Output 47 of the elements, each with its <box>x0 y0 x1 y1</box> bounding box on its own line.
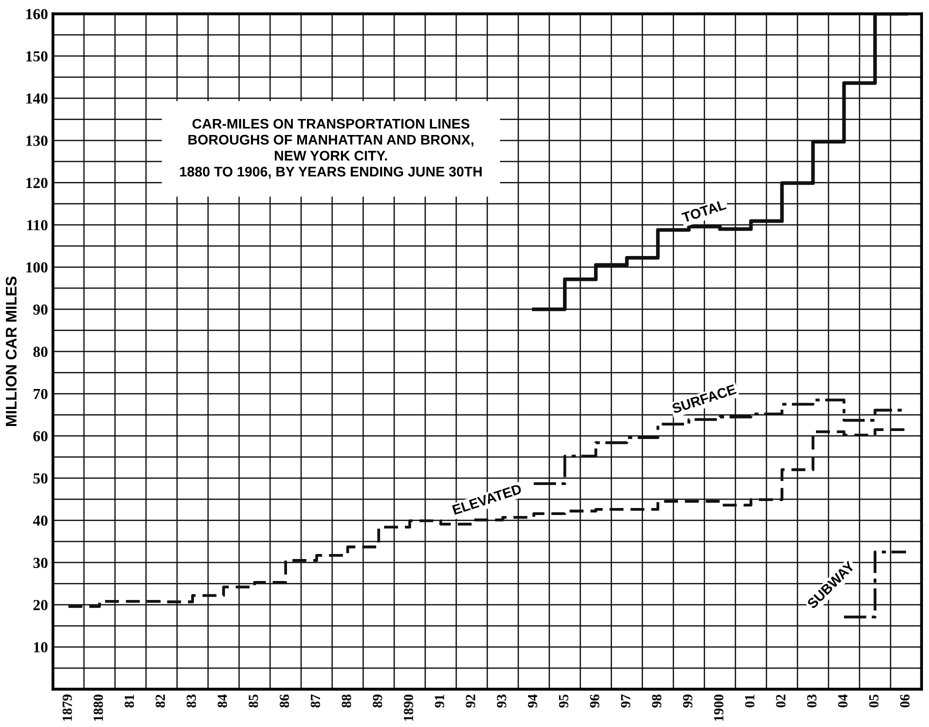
y-tick-label: 50 <box>33 473 48 484</box>
x-tick-label: 03 <box>807 694 816 708</box>
y-tick-label: 120 <box>26 178 48 188</box>
x-tick-label: 1879 <box>62 694 72 721</box>
x-tick-label: 86 <box>280 694 290 708</box>
y-tick-label: 20 <box>33 600 48 610</box>
x-tick-label: 1890 <box>404 694 414 721</box>
y-axis-title: MILLION CAR MILES <box>6 276 17 426</box>
x-tick-label: 94 <box>528 694 538 708</box>
x-tick-label: 91 <box>434 694 444 708</box>
y-tick-label: 10 <box>34 642 48 652</box>
x-tick-label: 06 <box>900 694 910 708</box>
x-tick-label: 88 <box>342 694 352 708</box>
x-tick-label: 82 <box>156 694 166 708</box>
x-tick-label: 01 <box>745 694 754 708</box>
x-tick-label: 89 <box>372 694 382 708</box>
y-tick-label: 140 <box>26 93 48 104</box>
text: CAR-MILES ON TRANSPORTATION LINES BOROUGHS OF MANHATTAN AND BRONX, NEW YORK CITY. 1880 TO 1906, BY YEARS ENDING JUNE 30TH <box>180 118 482 179</box>
x-tick-label: 84 <box>218 694 228 708</box>
x-tick-label: 97 <box>621 694 630 708</box>
x-tick-label: 85 <box>248 694 258 708</box>
x-tick-label: 83 <box>186 694 196 708</box>
x-tick-label: 95 <box>558 694 568 708</box>
y-tick-label: 100 <box>26 262 48 273</box>
y-tick-label: 90 <box>33 304 48 315</box>
y-tick-label: 70 <box>34 388 48 400</box>
x-tick-label: 98 <box>652 694 662 708</box>
x-tick-label: 04 <box>838 694 848 708</box>
y-tick-label: 80 <box>33 346 48 357</box>
y-tick-label: 60 <box>33 431 48 442</box>
x-tick-label: 05 <box>869 694 879 708</box>
y-tick-label: 150 <box>26 51 48 62</box>
y-tick-label: 40 <box>33 515 48 526</box>
y-tick-label: 130 <box>26 136 48 146</box>
x-tick-label: 02 <box>776 694 786 708</box>
x-tick-label: 96 <box>590 694 600 708</box>
x-tick-label: 93 <box>496 694 506 708</box>
x-tick-label: 87 <box>310 694 320 708</box>
x-tick-label: 1880 <box>94 694 103 721</box>
x-tick-label: 92 <box>466 694 476 708</box>
text: TOTAL <box>681 200 727 223</box>
x-tick-label: 1900 <box>714 694 724 721</box>
y-tick-label: 30 <box>33 558 48 568</box>
x-tick-label: 81 <box>124 694 134 708</box>
x-tick-label: 99 <box>683 694 692 708</box>
y-tick-label: 160 <box>26 8 48 20</box>
y-tick-label: 110 <box>27 220 48 230</box>
